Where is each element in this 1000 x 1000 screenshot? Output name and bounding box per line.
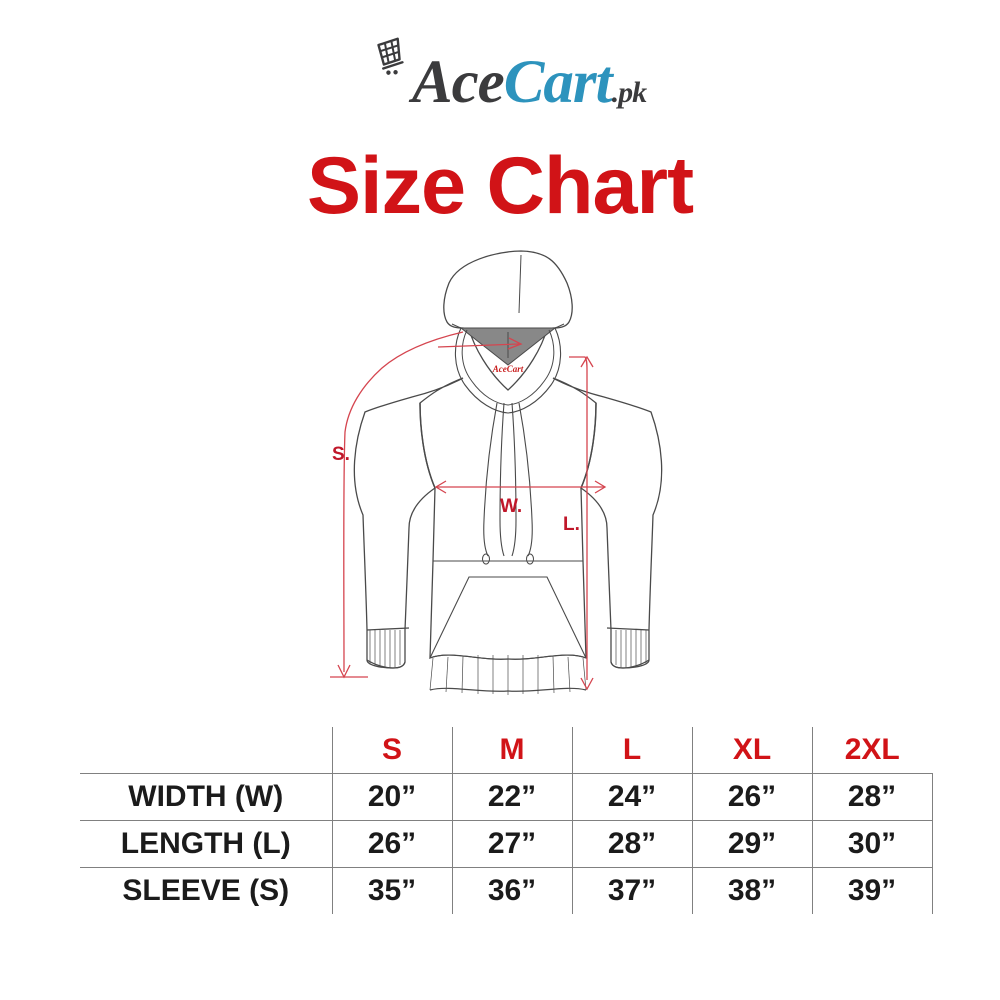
svg-text:AceCart: AceCart xyxy=(492,364,524,374)
svg-text:L.: L. xyxy=(563,514,580,535)
svg-text:W.: W. xyxy=(500,496,522,517)
svg-text:S.: S. xyxy=(332,444,350,465)
